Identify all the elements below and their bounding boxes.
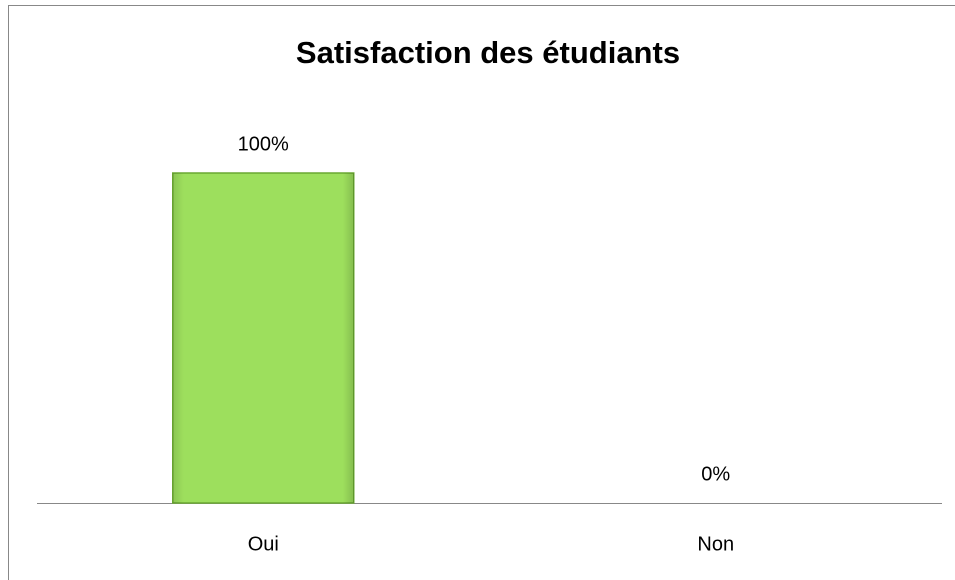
x-tick-label: Non	[697, 533, 734, 555]
bar	[172, 172, 355, 504]
chart-frame	[8, 5, 955, 580]
x-tick-label: Oui	[248, 533, 279, 555]
chart-title: Satisfaction des étudiants	[296, 35, 680, 70]
data-label: 0%	[701, 463, 730, 485]
data-label: 100%	[238, 133, 289, 155]
